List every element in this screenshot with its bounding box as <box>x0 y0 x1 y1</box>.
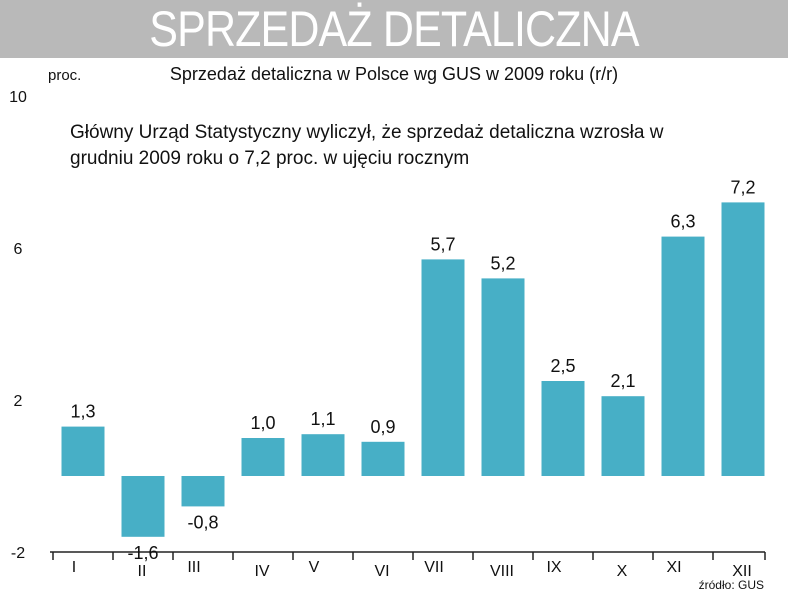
x-tick-label: IX <box>546 559 561 576</box>
y-tick-label: 10 <box>9 89 27 106</box>
data-label: 1,0 <box>250 413 275 433</box>
bar-V <box>301 434 345 476</box>
banner-title: SPRZEDAŻ DETALICZNA <box>149 1 639 57</box>
x-tick-label: XII <box>732 563 752 580</box>
y-tick-label: 6 <box>14 241 23 258</box>
x-tick-label: I <box>72 559 76 576</box>
data-label: 1,3 <box>70 402 95 422</box>
bar-I <box>61 426 105 476</box>
data-label: 6,3 <box>670 212 695 232</box>
x-tick-label: VIII <box>490 563 514 580</box>
bar-IX <box>541 381 585 476</box>
bar-X <box>601 396 645 476</box>
chart-annotation: Główny Urząd Statystyczny wyliczył, że s… <box>70 122 664 169</box>
x-tick-label: IV <box>254 563 269 580</box>
x-tick-label: XI <box>666 559 681 576</box>
bar-VI <box>361 441 405 476</box>
source-note: źródło: GUS <box>698 578 764 592</box>
x-tick-label: II <box>138 563 147 580</box>
data-label: 5,2 <box>490 253 515 273</box>
data-label: -1,6 <box>127 543 158 563</box>
title-banner: SPRZEDAŻ DETALICZNA <box>0 0 788 58</box>
bar-VIII <box>481 278 525 476</box>
data-label: 5,7 <box>430 234 455 254</box>
data-label: -0,8 <box>187 512 218 532</box>
bar-VII <box>421 259 465 476</box>
bar-II <box>121 476 165 537</box>
y-axis-unit-label: proc. <box>48 67 81 84</box>
x-tick-label: VI <box>374 563 389 580</box>
data-label: 2,1 <box>610 371 635 391</box>
bar-XI <box>661 236 705 476</box>
data-label: 7,2 <box>730 177 755 197</box>
chart-title: Sprzedaż detaliczna w Polsce wg GUS w 20… <box>169 64 619 84</box>
bar-XII <box>721 202 765 476</box>
x-tick-label: III <box>187 559 200 576</box>
x-tick-label: V <box>309 559 320 576</box>
y-tick-label: 2 <box>14 393 23 410</box>
x-tick-label: VII <box>424 559 444 576</box>
data-label: 2,5 <box>550 356 575 376</box>
data-label: 1,1 <box>310 409 335 429</box>
bar-III <box>181 476 225 507</box>
bar-IV <box>241 438 285 476</box>
data-label: 0,9 <box>370 417 395 437</box>
y-tick-label: -2 <box>11 545 25 562</box>
x-tick-label: X <box>617 563 628 580</box>
